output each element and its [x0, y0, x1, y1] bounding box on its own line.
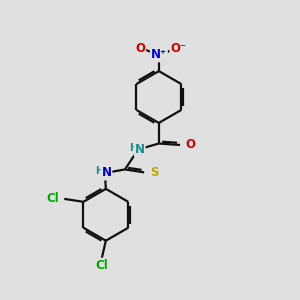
Text: N: N [101, 167, 111, 179]
Text: Cl: Cl [95, 259, 108, 272]
Text: H: H [129, 143, 137, 153]
Text: H: H [96, 167, 104, 176]
Text: O: O [185, 139, 195, 152]
Text: S: S [151, 166, 159, 179]
Text: N⁺: N⁺ [151, 48, 167, 62]
Text: Cl: Cl [46, 192, 59, 206]
Text: N: N [135, 143, 145, 156]
Text: O: O [135, 42, 145, 55]
Text: O⁻: O⁻ [170, 42, 187, 55]
